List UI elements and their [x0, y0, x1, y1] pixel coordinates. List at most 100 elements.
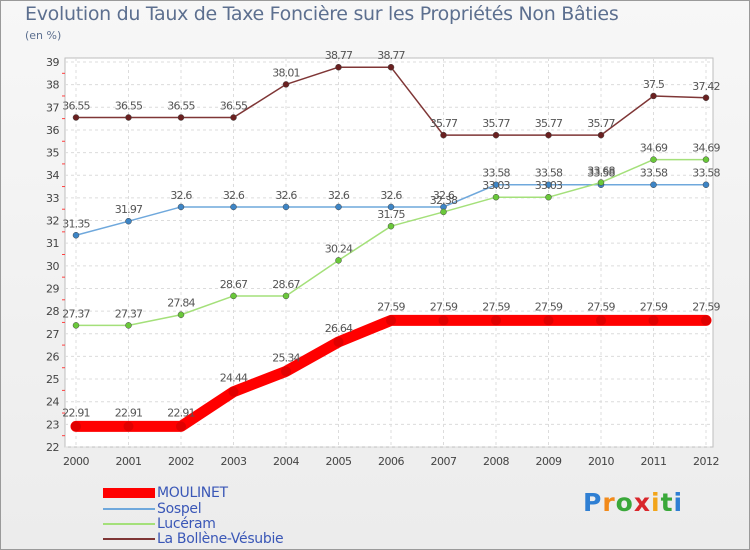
data-point-moulinet	[228, 386, 239, 397]
data-label-moulinet: 27.59	[482, 300, 510, 313]
data-point-la-bollene-vesubie	[335, 63, 342, 71]
legend-label-moulinet: MOULINET	[157, 485, 228, 501]
data-point-moulinet	[491, 315, 501, 326]
x-tick-label: 2011	[641, 455, 667, 468]
data-point-la-bollene-vesubie	[72, 114, 80, 121]
y-tick-label: 39	[46, 56, 59, 69]
x-tick-label: 2007	[431, 455, 457, 468]
data-point-sospel	[387, 203, 395, 211]
y-tick-label: 28	[46, 305, 59, 318]
logo-letter: i	[673, 488, 684, 517]
data-label-sospel: 31.35	[62, 217, 90, 230]
data-label-moulinet: 24.44	[220, 372, 248, 385]
data-point-luceram	[72, 322, 80, 329]
data-point-la-bollene-vesubie	[282, 81, 290, 88]
x-tick-label: 2004	[273, 455, 299, 468]
legend-swatch-moulinet	[103, 488, 155, 498]
data-point-la-bollene-vesubie	[440, 131, 447, 139]
x-tick-label: 2006	[378, 455, 404, 468]
x-tick-label: 2003	[221, 455, 247, 468]
data-label-moulinet: 25.34	[272, 351, 300, 364]
data-point-moulinet	[386, 315, 396, 326]
logo-letter: i	[651, 488, 661, 517]
data-point-luceram	[492, 193, 500, 201]
x-tick-label: 2012	[693, 455, 719, 468]
data-point-luceram	[597, 179, 605, 186]
data-point-luceram	[440, 208, 447, 216]
data-point-sospel	[177, 203, 185, 211]
chart-title: Evolution du Taux de Taxe Foncière sur l…	[25, 3, 619, 25]
data-label-luceram: 33.68	[587, 164, 615, 177]
data-label-luceram: 33.03	[482, 179, 510, 192]
legend-swatch-la-bollene-vesubie	[103, 538, 155, 540]
data-label-sospel: 33.58	[587, 167, 615, 180]
legend-swatch-sospel	[103, 508, 155, 510]
data-point-moulinet	[176, 421, 186, 432]
data-point-sospel	[650, 181, 657, 188]
data-point-luceram	[545, 193, 552, 201]
legend-item-moulinet: MOULINET	[103, 485, 228, 501]
data-label-la-bollene-vesubie: 36.55	[62, 99, 90, 112]
legend-item-luceram: Lucéram	[103, 516, 216, 532]
data-point-luceram	[650, 156, 657, 163]
data-point-la-bollene-vesubie	[177, 114, 185, 121]
data-label-sospel: 32.6	[380, 189, 402, 202]
y-tick-label: 22	[46, 441, 59, 454]
data-label-la-bollene-vesubie: 38.77	[325, 49, 353, 62]
plot-area	[64, 57, 714, 448]
data-label-moulinet: 27.59	[430, 300, 458, 313]
data-point-sospel	[702, 181, 710, 188]
data-label-la-bollene-vesubie: 35.77	[587, 117, 615, 130]
x-tick-label: 2009	[536, 455, 562, 468]
data-label-sospel: 32.6	[328, 189, 350, 202]
data-point-luceram	[177, 311, 185, 318]
data-label-moulinet: 27.59	[692, 300, 720, 313]
data-label-luceram: 27.84	[167, 297, 195, 310]
logo-letter: o	[615, 488, 634, 517]
data-label-la-bollene-vesubie: 36.55	[220, 99, 248, 112]
data-label-moulinet: 22.91	[115, 406, 143, 419]
data-label-moulinet: 22.91	[62, 406, 90, 419]
data-point-moulinet	[281, 366, 291, 377]
data-label-sospel: 33.58	[692, 167, 720, 180]
y-tick-label: 27	[46, 328, 59, 341]
line-chart: 22 23 24 25 26 27 28 29 30 31 32 33 34 35 36 37 38 39 2000…	[46, 49, 721, 468]
data-label-la-bollene-vesubie: 37.42	[692, 80, 720, 93]
data-point-sospel	[545, 181, 552, 188]
unit-label: (en %)	[25, 29, 62, 42]
x-tick-label: 2005	[326, 455, 352, 468]
data-point-moulinet	[123, 421, 134, 432]
x-tick-label: 2000	[63, 455, 89, 468]
data-point-moulinet	[438, 315, 449, 326]
data-point-la-bollene-vesubie	[597, 131, 605, 139]
data-label-sospel: 32.6	[275, 189, 297, 202]
y-tick-label: 29	[46, 282, 59, 295]
data-point-sospel	[230, 203, 237, 211]
data-label-luceram: 32.38	[430, 194, 458, 207]
data-label-luceram: 34.69	[692, 142, 720, 155]
data-point-moulinet	[333, 336, 344, 347]
legend-label-la-bollene-vesubie: La Bollène-Vésubie	[157, 531, 284, 547]
y-tick-label: 34	[46, 169, 59, 182]
data-label-luceram: 28.67	[220, 278, 248, 291]
data-label-moulinet: 26.64	[325, 322, 353, 335]
data-point-sospel	[335, 203, 342, 211]
data-label-la-bollene-vesubie: 38.77	[377, 49, 405, 62]
data-label-sospel: 32.6	[223, 189, 245, 202]
data-label-luceram: 33.03	[535, 179, 563, 192]
data-label-la-bollene-vesubie: 37.5	[643, 78, 665, 91]
data-label-moulinet: 27.59	[640, 300, 668, 313]
data-point-la-bollene-vesubie	[702, 94, 710, 102]
data-point-la-bollene-vesubie	[492, 131, 500, 139]
x-tick-label: 2008	[483, 455, 509, 468]
data-label-sospel: 33.58	[535, 167, 563, 180]
data-label-moulinet: 22.91	[167, 406, 195, 419]
y-tick-label: 38	[46, 79, 59, 92]
data-point-moulinet	[71, 421, 81, 432]
x-tick-label: 2002	[168, 455, 194, 468]
data-label-moulinet: 27.59	[535, 300, 563, 313]
legend-item-sospel: Sospel	[103, 501, 202, 517]
data-label-moulinet: 27.59	[587, 300, 615, 313]
data-point-luceram	[335, 257, 342, 264]
